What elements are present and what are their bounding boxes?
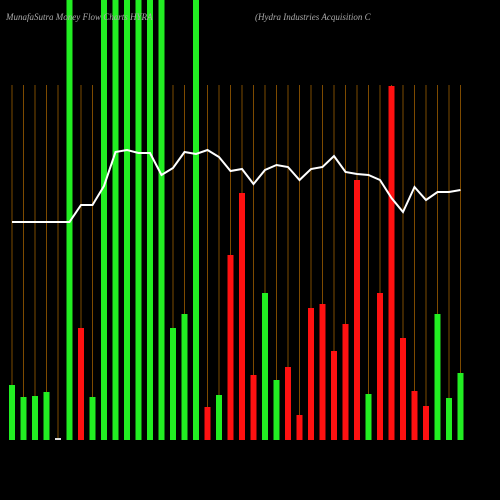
bar [354,180,360,440]
bar [331,351,337,440]
bar [101,0,107,440]
bar [250,375,257,440]
bar [204,407,211,440]
bar [273,380,280,440]
bar [457,373,464,440]
bar [319,304,326,440]
bar [239,193,245,440]
bar [434,314,441,440]
bar [78,328,84,440]
bar [55,438,61,440]
bar [112,0,119,440]
bar [308,308,314,440]
bar [400,338,406,440]
bar [296,415,303,440]
bar [32,396,38,440]
chart-title: MunafaSutra Money Flow Charts HYRA [5,12,153,22]
bar [411,391,418,440]
bar [262,293,268,440]
bar [446,398,452,440]
bar [135,0,142,440]
bar [227,255,234,440]
bar [342,324,349,440]
bar [377,293,383,440]
bar [170,328,176,440]
bar [365,394,372,440]
bar [9,385,15,440]
bar [181,314,188,440]
bar [66,0,73,440]
bar [158,0,165,440]
chart-subtitle: (Hydra Industries Acquisition C [255,12,372,22]
bar [388,86,395,440]
bar [193,0,199,440]
bar [43,392,50,440]
bar [216,395,222,440]
bar [147,0,153,440]
bar [285,367,291,440]
money-flow-line [12,148,461,223]
bar [423,406,429,440]
bar [20,397,27,440]
bar [89,397,96,440]
bar [124,0,130,440]
